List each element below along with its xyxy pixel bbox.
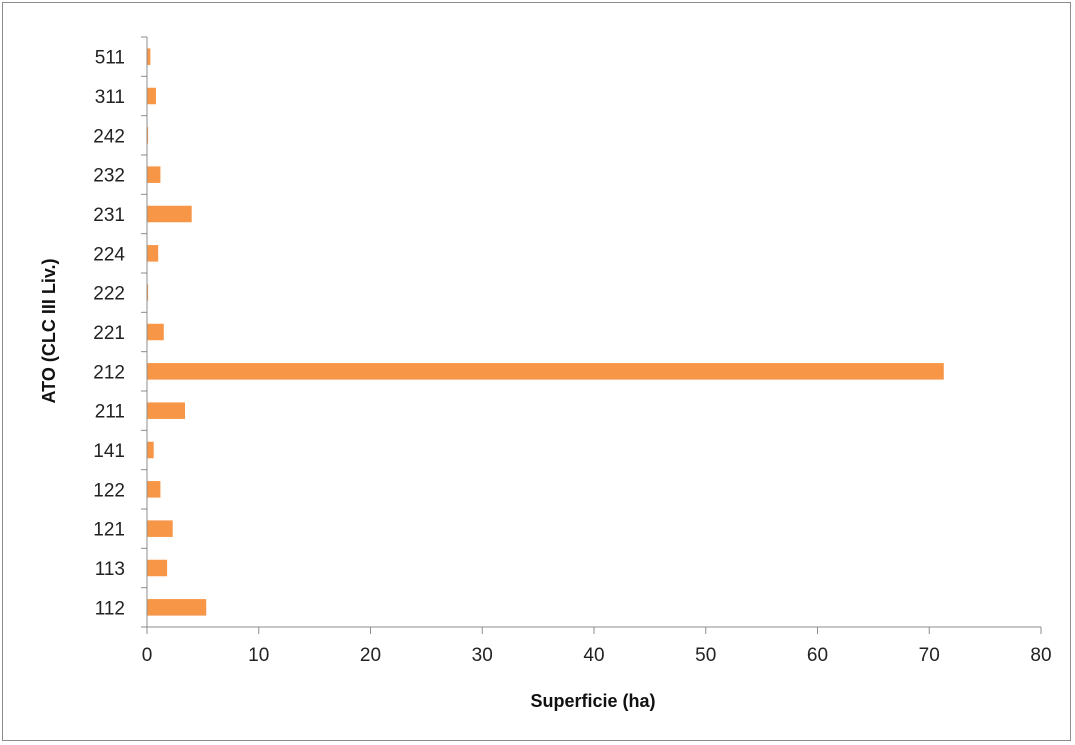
x-axis-title: Superficie (ha) — [530, 691, 655, 711]
bar-221 — [147, 323, 164, 341]
x-tick-label-20: 20 — [360, 645, 381, 666]
y-tick-label-212: 212 — [93, 362, 125, 383]
y-tick-label-113: 113 — [95, 559, 125, 580]
x-tick-label-60: 60 — [807, 645, 828, 666]
y-tick-label-242: 242 — [93, 126, 125, 147]
y-tick-label-141: 141 — [93, 441, 125, 462]
bar-212 — [147, 363, 944, 380]
bar-122 — [147, 481, 161, 498]
y-tick-label-122: 122 — [93, 480, 125, 501]
bar-242 — [147, 127, 149, 144]
x-tick-label-0: 0 — [142, 645, 153, 666]
bars-layer — [147, 48, 944, 616]
bar-211 — [147, 402, 185, 419]
bar-112 — [147, 599, 207, 616]
x-tick-label-50: 50 — [695, 645, 716, 666]
y-tick-label-232: 232 — [93, 166, 125, 187]
y-tick-label-222: 222 — [93, 284, 125, 305]
x-tick-label-40: 40 — [583, 645, 604, 666]
bar-232 — [147, 166, 161, 183]
axes-layer — [141, 36, 1042, 634]
bar-222 — [147, 284, 149, 301]
x-tick-label-30: 30 — [472, 645, 493, 666]
y-tick-label-231: 231 — [93, 205, 125, 226]
y-tick-label-112: 112 — [95, 598, 125, 619]
x-tick-label-80: 80 — [1030, 645, 1051, 666]
y-tick-label-224: 224 — [93, 244, 125, 265]
bar-224 — [147, 245, 159, 262]
x-tick-label-70: 70 — [919, 645, 940, 666]
y-tick-label-121: 121 — [93, 520, 125, 541]
bar-511 — [147, 48, 151, 65]
x-tick-label-10: 10 — [248, 645, 269, 666]
bar-121 — [147, 520, 173, 537]
bar-231 — [147, 205, 192, 223]
labels-layer: 112 113 121 122 141 211 212 221 222 224 231 232 242 3… — [93, 48, 1051, 666]
y-tick-label-221: 221 — [93, 323, 125, 344]
y-tick-label-311: 311 — [95, 87, 125, 108]
bar-chart: 112 113 121 122 141 211 212 221 222 224 231 232 242 3… — [39, 36, 1052, 711]
bar-311 — [147, 87, 156, 105]
bar-141 — [147, 441, 154, 459]
y-tick-label-211: 211 — [95, 402, 125, 423]
bar-113 — [147, 559, 168, 577]
y-axis-title: ATO (CLC III Liv.) — [39, 259, 59, 404]
y-tick-label-511: 511 — [95, 48, 125, 69]
